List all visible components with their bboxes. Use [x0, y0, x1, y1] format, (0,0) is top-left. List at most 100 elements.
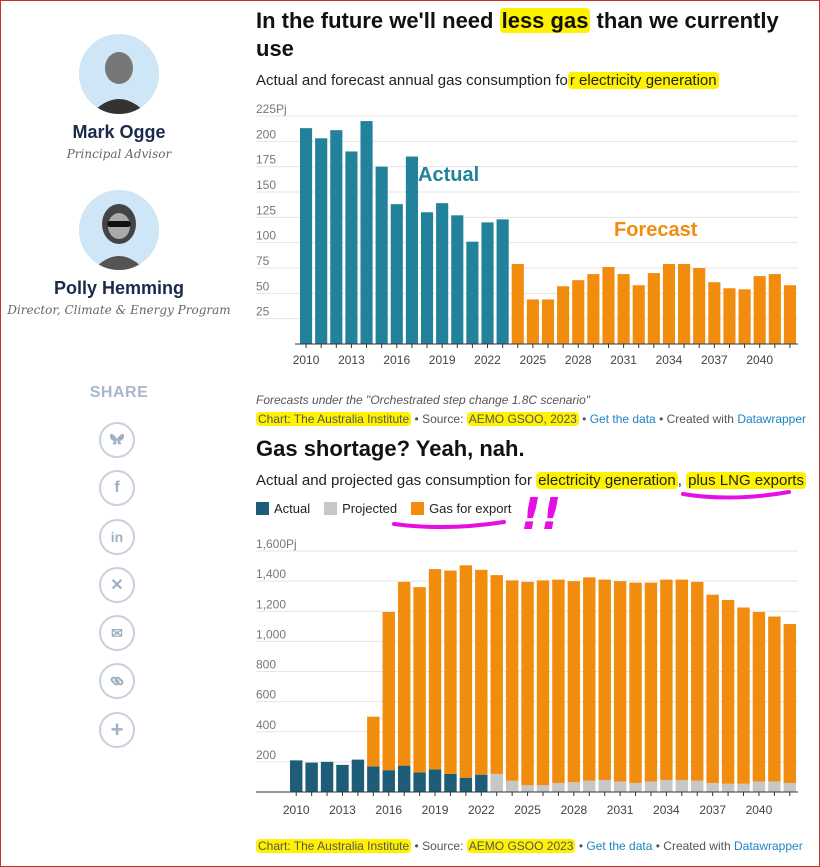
x-tick-label: 2022: [468, 803, 495, 817]
chart1-subtitle: Actual and forecast annual gas consumpti…: [256, 72, 719, 89]
bar-2037: [708, 282, 721, 344]
bar-2010-actual: [290, 760, 303, 792]
bar-2020-actual: [444, 773, 457, 792]
bar-2025: [526, 299, 539, 344]
email-icon[interactable]: ✉: [99, 615, 135, 651]
bar-2035-gas-for-export: [675, 579, 689, 780]
bar-2042-projected: [783, 782, 796, 792]
bar-2027-projected: [552, 782, 565, 792]
bar-2022: [481, 222, 494, 344]
bar-2022-gas-for-export: [475, 569, 488, 775]
bar-2020-gas-for-export: [444, 570, 457, 774]
bar-2039-projected: [737, 783, 750, 792]
y-tick-label: 1,400: [256, 567, 286, 581]
bar-2040-gas-for-export: [752, 612, 766, 782]
x-tick-label: 2031: [610, 353, 637, 367]
bar-2011: [315, 138, 328, 344]
y-tick-label: 125: [256, 203, 276, 217]
bar-2042-gas-for-export: [783, 624, 796, 783]
author-name[interactable]: Mark Ogge: [72, 122, 166, 142]
bar-2028-projected: [567, 782, 581, 792]
bar-2032-projected: [629, 782, 642, 792]
bar-2014: [360, 121, 373, 344]
x-tick-label: 2019: [429, 353, 456, 367]
x-tick-label: 2034: [656, 353, 683, 367]
bar-2019-gas-for-export: [428, 569, 442, 770]
bar-2026-gas-for-export: [536, 580, 550, 786]
bar-2034-gas-for-export: [660, 579, 673, 780]
x-icon[interactable]: ✕: [99, 567, 135, 603]
bar-2036: [693, 268, 706, 344]
y-tick-label: 150: [256, 178, 276, 192]
x-tick-label: 2019: [422, 803, 449, 817]
bar-2032-gas-for-export: [629, 582, 642, 783]
bar-2023-gas-for-export: [490, 575, 503, 774]
bar-2031-projected: [613, 781, 627, 792]
exclamation-annotation: !!: [521, 489, 562, 540]
bar-2029: [587, 274, 600, 344]
bar-2018-actual: [413, 772, 426, 792]
bar-2021-actual: [459, 777, 473, 792]
bar-2024-projected: [505, 780, 519, 792]
x-tick-label: 2013: [338, 353, 365, 367]
y-tick-label: 400: [256, 718, 276, 732]
bar-2038-gas-for-export: [721, 599, 735, 784]
chart2-subtitle: Actual and projected gas consumption for…: [256, 472, 806, 489]
legend-item: Actual: [256, 501, 310, 516]
bar-2015: [375, 166, 388, 344]
y-tick-label: 600: [256, 688, 276, 702]
bar-2026-projected: [536, 785, 550, 792]
x-tick-label: 2040: [746, 803, 773, 817]
chart2-legend: Actual Projected Gas for export: [256, 501, 511, 516]
bar-2023-projected: [490, 773, 503, 792]
bar-2036-projected: [691, 780, 704, 792]
datawrapper-link[interactable]: Datawrapper: [737, 412, 807, 426]
linkedin-icon[interactable]: in: [99, 519, 135, 555]
y-tick-label: 75: [256, 254, 270, 268]
x-tick-label: 2016: [375, 803, 402, 817]
bluesky-icon[interactable]: [99, 422, 135, 458]
bar-2029-gas-for-export: [583, 577, 596, 781]
bar-2017-actual: [397, 765, 411, 792]
x-tick-label: 2031: [607, 803, 634, 817]
y-tick-label: 200: [256, 748, 276, 762]
bar-2039: [738, 289, 751, 344]
bar-2018: [420, 212, 434, 344]
chart1-note: Forecasts under the "Orchestrated step c…: [256, 393, 591, 407]
legend-item: Projected: [324, 501, 397, 516]
bar-2030-projected: [598, 779, 611, 792]
bar-2024-gas-for-export: [505, 580, 519, 781]
bar-2016: [390, 204, 403, 344]
x-tick-label: 2010: [283, 803, 310, 817]
legend-swatch: [324, 502, 338, 515]
bar-2030: [602, 266, 615, 344]
chart2-credit: Chart: The Australia Institute • Source:…: [256, 839, 803, 853]
author-name[interactable]: Polly Hemming: [53, 278, 185, 298]
chart1-svg: 225Pj 200 175 150 125 100 75 50 25 2010 2013 2016 20…: [256, 102, 798, 367]
bar-2021-gas-for-export: [459, 565, 473, 778]
underline-marker: [681, 490, 791, 500]
bar-2033: [647, 273, 660, 344]
plus-icon[interactable]: +: [99, 712, 135, 748]
chart1-title: In the future we'll need less gas than w…: [256, 8, 779, 61]
x-tick-label: 2037: [699, 803, 726, 817]
bar-2021: [466, 241, 479, 344]
bar-2036-gas-for-export: [691, 581, 704, 781]
bar-2037-gas-for-export: [706, 594, 719, 783]
facebook-icon[interactable]: f: [99, 470, 135, 506]
annotation-actual: Actual: [418, 164, 479, 186]
bar-2027: [557, 286, 570, 344]
y-tick-label: 25: [256, 305, 270, 319]
bar-2031-gas-for-export: [613, 581, 627, 782]
get-the-data-link[interactable]: Get the data: [589, 412, 656, 426]
bar-2012-actual: [320, 761, 334, 792]
x-tick-label: 2040: [746, 353, 773, 367]
datawrapper-link[interactable]: Datawrapper: [733, 839, 803, 853]
get-the-data-link[interactable]: Get the data: [586, 839, 653, 853]
bar-2010: [300, 128, 313, 344]
link-icon[interactable]: [99, 663, 135, 699]
bar-2034: [662, 263, 676, 344]
chart1-credit: Chart: The Australia Institute • Source:…: [256, 412, 807, 426]
x-tick-label: 2037: [701, 353, 728, 367]
y-tick-label: 225Pj: [256, 102, 287, 116]
